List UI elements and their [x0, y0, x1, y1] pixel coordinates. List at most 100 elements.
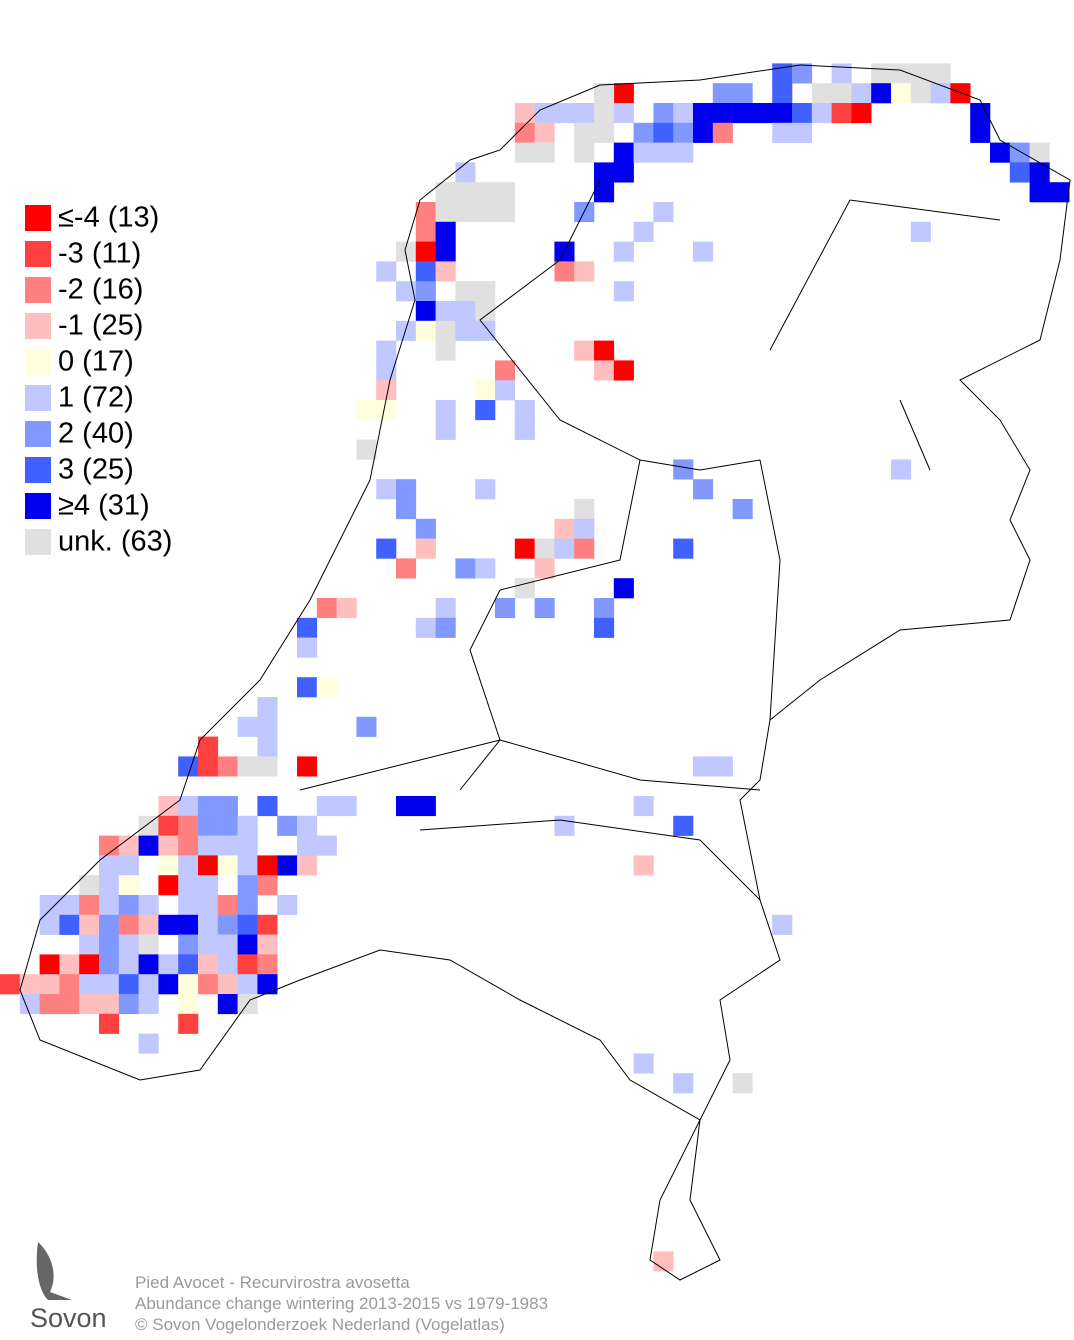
grid-cell: [217, 954, 238, 975]
grid-cell: [435, 182, 456, 203]
grid-cell: [831, 103, 852, 124]
grid-cell: [118, 835, 139, 856]
grid-cell: [376, 261, 397, 282]
grid-cell: [178, 994, 199, 1015]
grid-cell: [594, 182, 615, 203]
grid-cell: [79, 875, 100, 896]
grid-cell: [475, 301, 496, 322]
grid-cell: [792, 103, 813, 124]
grid-cell: [0, 974, 21, 995]
grid-cell: [217, 895, 238, 916]
grid-cell: [693, 103, 714, 124]
grid-cell: [356, 400, 377, 421]
grid-cell: [1009, 162, 1030, 183]
grid-cell: [178, 815, 199, 836]
legend-swatch: [25, 205, 51, 231]
legend-swatch: [25, 457, 51, 483]
grid-cell: [217, 796, 238, 817]
grid-cell: [19, 974, 40, 995]
grid-cell: [237, 974, 258, 995]
grid-cell: [118, 994, 139, 1015]
grid-cell: [356, 716, 377, 737]
grid-cell: [257, 796, 278, 817]
legend-swatch: [25, 529, 51, 555]
grid-cell: [673, 103, 694, 124]
grid-cell: [435, 400, 456, 421]
logo-text: Sovon: [30, 1303, 107, 1333]
grid-cell: [693, 479, 714, 500]
legend-swatch: [25, 313, 51, 339]
grid-cell: [376, 400, 397, 421]
grid-cell: [455, 320, 476, 341]
legend: ≤-4 (13) -3 (11) -2 (16) -1 (25) 0 (17) 1 (72…: [25, 202, 172, 558]
grid-cell: [514, 419, 535, 440]
legend-label: unk. (63): [58, 526, 172, 558]
grid-cell: [79, 974, 100, 995]
grid-cell: [237, 934, 258, 955]
grid-cell: [376, 479, 397, 500]
grid-cell: [435, 598, 456, 619]
grid-cell: [198, 895, 219, 916]
grid-cell: [99, 994, 120, 1015]
grid-cell: [198, 796, 219, 817]
grid-cell: [376, 340, 397, 361]
grid-cell: [930, 83, 951, 104]
grid-cell: [257, 756, 278, 777]
grid-cell: [891, 459, 912, 480]
grid-cell: [217, 934, 238, 955]
grid-cell: [455, 162, 476, 183]
grid-cell: [316, 598, 337, 619]
grid-cell: [594, 122, 615, 143]
legend-swatch: [25, 421, 51, 447]
grid-cell: [455, 558, 476, 579]
grid-cell: [316, 677, 337, 698]
grid-cell: [772, 103, 793, 124]
grid-cell: [633, 855, 654, 876]
grid-cell: [594, 162, 615, 183]
grid-cell: [594, 598, 615, 619]
grid-cell: [277, 895, 298, 916]
legend-label: 2 (40): [58, 418, 134, 450]
legend-label: 3 (25): [58, 454, 134, 486]
grid-cell: [792, 63, 813, 84]
grid-cell: [574, 122, 595, 143]
grid-cell: [257, 914, 278, 935]
grid-cell: [198, 756, 219, 777]
grid-cell: [495, 380, 516, 401]
grid-cell: [158, 855, 179, 876]
grid-cell: [633, 221, 654, 242]
grid-cell: [415, 241, 436, 262]
grid-cell: [297, 617, 318, 638]
grid-cell: [712, 83, 733, 104]
grid-cell: [237, 914, 258, 935]
grid-cell: [99, 855, 120, 876]
grid-cell: [574, 538, 595, 559]
grid-cell: [574, 518, 595, 539]
grid-cell: [415, 261, 436, 282]
grid-cell: [297, 815, 318, 836]
grid-cell: [712, 103, 733, 124]
grid-cell: [198, 974, 219, 995]
grid-cell: [594, 360, 615, 381]
grid-cell: [435, 320, 456, 341]
grid-cell: [633, 1053, 654, 1074]
grid-cell: [118, 954, 139, 975]
grid-cell: [158, 875, 179, 896]
grid-cell: [435, 340, 456, 361]
legend-swatch: [25, 385, 51, 411]
grid-cell: [673, 1073, 694, 1094]
grid-cell: [475, 479, 496, 500]
grid-cell: [594, 103, 615, 124]
grid-cell: [613, 281, 634, 302]
grid-cell: [257, 954, 278, 975]
grid-cell: [217, 914, 238, 935]
grid-cell: [178, 914, 199, 935]
grid-cell: [435, 221, 456, 242]
grid-cell: [237, 875, 258, 896]
grid-cell: [990, 142, 1011, 163]
grid-cell: [297, 835, 318, 856]
legend-label: -2 (16): [58, 274, 143, 306]
grid-cell: [138, 815, 159, 836]
grid-cell: [376, 538, 397, 559]
grid-cell: [495, 360, 516, 381]
